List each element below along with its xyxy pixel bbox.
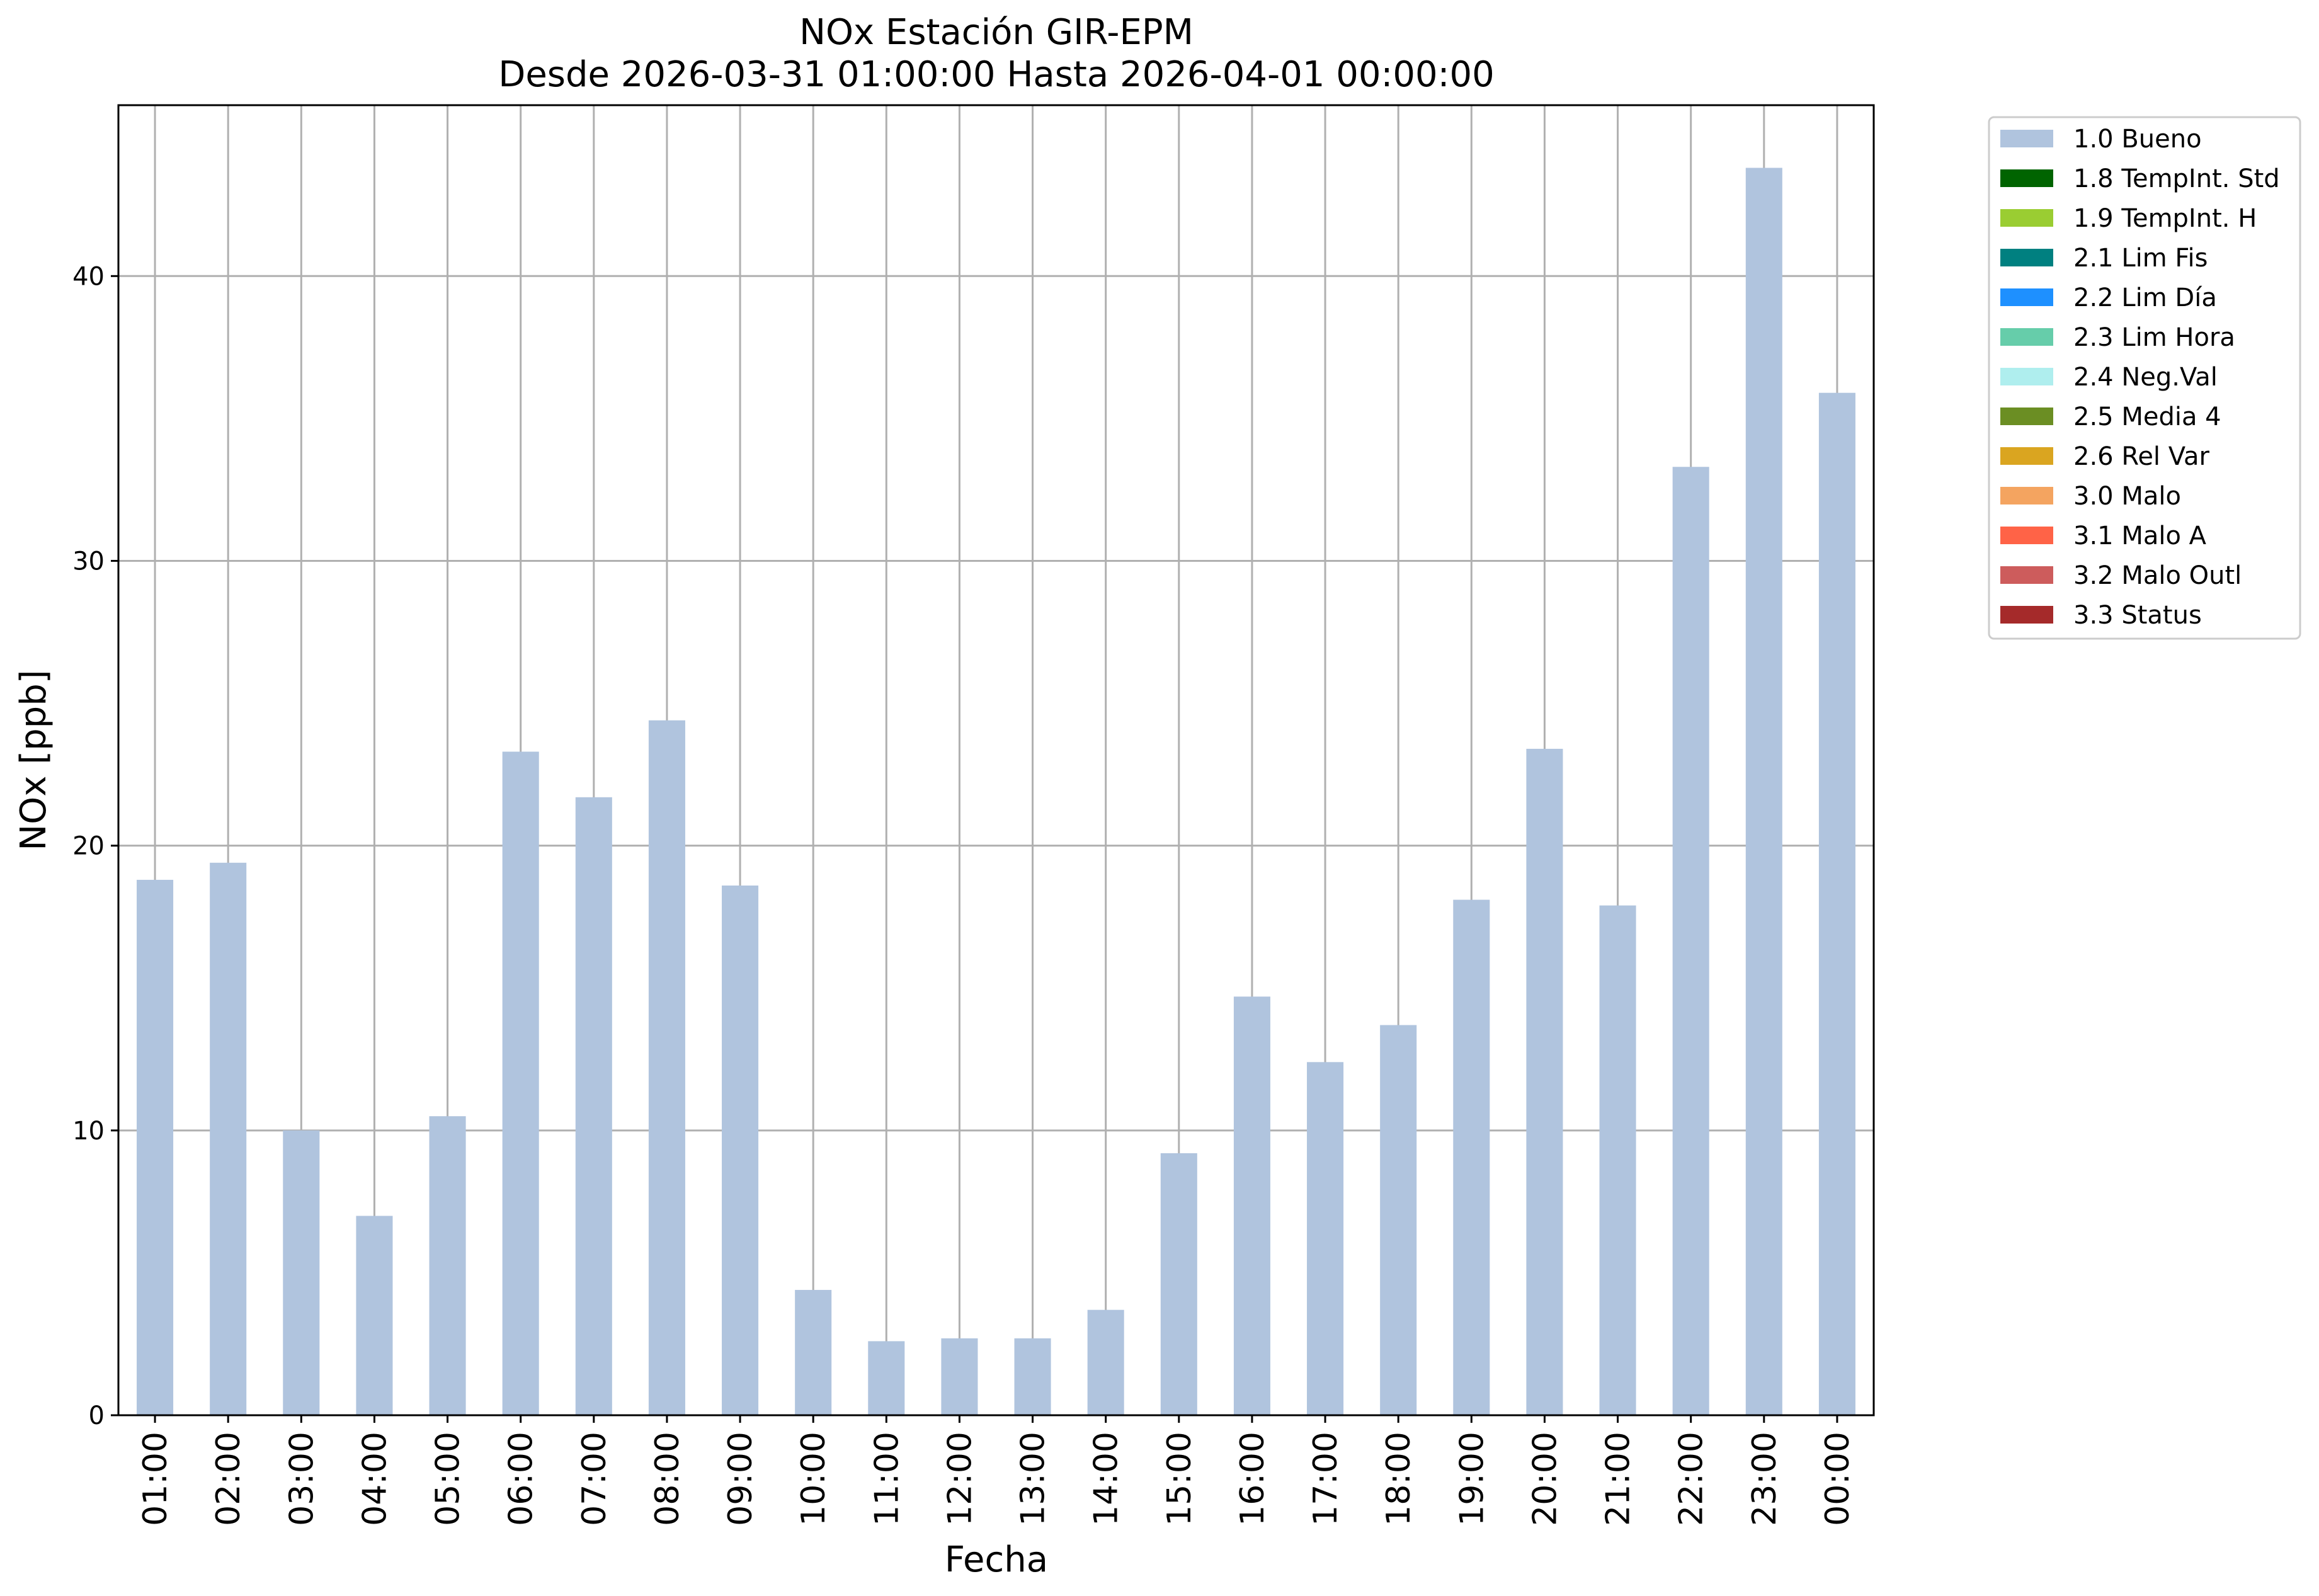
bar-09:00 (722, 885, 759, 1415)
bar-00:00 (1818, 392, 1855, 1415)
x-tick-label: 15:00 (1161, 1432, 1199, 1526)
legend-swatch (2000, 447, 2053, 465)
x-tick-label: 07:00 (576, 1432, 613, 1526)
legend-swatch (2000, 169, 2053, 187)
bar-19:00 (1453, 899, 1490, 1415)
legend-swatch (2000, 606, 2053, 624)
bar-20:00 (1526, 748, 1563, 1415)
x-tick-label: 19:00 (1453, 1432, 1491, 1526)
x-tick-label: 14:00 (1088, 1432, 1125, 1526)
bar-02:00 (210, 862, 247, 1415)
x-tick-label: 09:00 (722, 1432, 760, 1526)
bar-23:00 (1745, 168, 1782, 1415)
y-tick-label: 30 (72, 547, 105, 576)
bar-15:00 (1160, 1153, 1197, 1415)
x-tick-label: 02:00 (210, 1432, 248, 1526)
y-axis-label: NOx [ppb] (13, 670, 54, 850)
legend-item-label: 1.0 Bueno (2073, 125, 2202, 154)
legend-item-label: 2.5 Media 4 (2073, 402, 2221, 431)
bar-11:00 (868, 1341, 905, 1415)
bar-17:00 (1307, 1062, 1344, 1415)
legend-frame (1988, 116, 2301, 640)
legend-item-label: 1.8 TempInt. Std (2073, 164, 2280, 193)
x-tick-label: 01:00 (137, 1432, 174, 1526)
x-tick-label: 03:00 (283, 1432, 321, 1526)
bar-05:00 (429, 1116, 466, 1415)
bars (137, 168, 1855, 1415)
legend-swatch (2000, 566, 2053, 584)
bar-16:00 (1233, 996, 1270, 1415)
x-tick-label: 06:00 (503, 1432, 540, 1526)
bar-21:00 (1599, 905, 1636, 1415)
legend-swatch (2000, 487, 2053, 504)
legend-swatch (2000, 288, 2053, 306)
y-tick-label: 40 (72, 262, 105, 291)
legend-item-label: 1.9 TempInt. H (2073, 204, 2257, 233)
legend-item-label: 3.3 Status (2073, 601, 2202, 630)
legend-swatch (2000, 408, 2053, 425)
chart-title-line-2: Desde 2026-03-31 01:00:00 Hasta 2026-04-… (498, 54, 1495, 95)
bar-07:00 (575, 797, 612, 1415)
legend-swatch (2000, 368, 2053, 385)
legend-item-label: 2.3 Lim Hora (2073, 323, 2235, 352)
y-axis-ticks: 0 10 20 30 40 (72, 262, 118, 1430)
bar-03:00 (283, 1130, 320, 1415)
chart-title-line-1: NOx Estación GIR-EPM (799, 12, 1194, 53)
legend-item-label: 3.2 Malo Outl (2073, 561, 2242, 590)
legend-swatch (2000, 209, 2053, 227)
bar-14:00 (1087, 1309, 1124, 1415)
legend-swatch (2000, 328, 2053, 346)
bar-06:00 (502, 751, 539, 1415)
x-tick-label: 12:00 (941, 1432, 979, 1526)
legend-item-label: 2.2 Lim Día (2073, 283, 2217, 312)
legend: 1.0 Bueno 1.8 TempInt. Std 1.9 TempInt. H 2… (1988, 116, 2301, 640)
legend-item-label: 3.0 Malo (2073, 482, 2181, 511)
bar-04:00 (356, 1216, 393, 1415)
x-axis-ticks: 01:00 02:00 03:00 04:00 05:00 06:00 07:00 08:00… (137, 1415, 1857, 1526)
x-tick-label: 21:00 (1600, 1432, 1638, 1526)
plot-frame (117, 104, 1875, 1416)
x-tick-label: 05:00 (430, 1432, 467, 1526)
y-tick-label: 0 (89, 1401, 105, 1430)
x-tick-label: 16:00 (1234, 1432, 1272, 1526)
x-tick-label: 10:00 (795, 1432, 833, 1526)
x-axis-label: Fecha (945, 1539, 1048, 1580)
bar-18:00 (1380, 1025, 1417, 1415)
bar-08:00 (648, 720, 685, 1415)
x-tick-label: 04:00 (356, 1432, 394, 1526)
x-tick-label: 17:00 (1307, 1432, 1345, 1526)
bar-22:00 (1672, 467, 1709, 1415)
legend-item-label: 2.4 Neg.Val (2073, 363, 2218, 392)
x-tick-label: 20:00 (1526, 1432, 1564, 1526)
bar-12:00 (941, 1338, 978, 1415)
y-tick-label: 10 (72, 1117, 105, 1146)
legend-swatch (2000, 249, 2053, 266)
x-tick-label: 22:00 (1673, 1432, 1711, 1526)
bar-01:00 (137, 879, 174, 1415)
legend-swatch (2000, 130, 2053, 147)
x-tick-label: 00:00 (1819, 1432, 1857, 1526)
x-tick-label: 11:00 (868, 1432, 906, 1526)
y-tick-label: 20 (72, 832, 105, 861)
bar-10:00 (795, 1290, 832, 1415)
bar-13:00 (1014, 1338, 1051, 1415)
legend-swatch (2000, 527, 2053, 544)
legend-item-label: 2.6 Rel Var (2073, 442, 2210, 471)
x-tick-label: 13:00 (1015, 1432, 1052, 1526)
x-tick-label: 18:00 (1380, 1432, 1418, 1526)
legend-item-label: 2.1 Lim Fis (2073, 244, 2208, 273)
x-tick-label: 08:00 (649, 1432, 687, 1526)
legend-item-label: 3.1 Malo A (2073, 522, 2207, 550)
x-tick-label: 23:00 (1746, 1432, 1784, 1526)
